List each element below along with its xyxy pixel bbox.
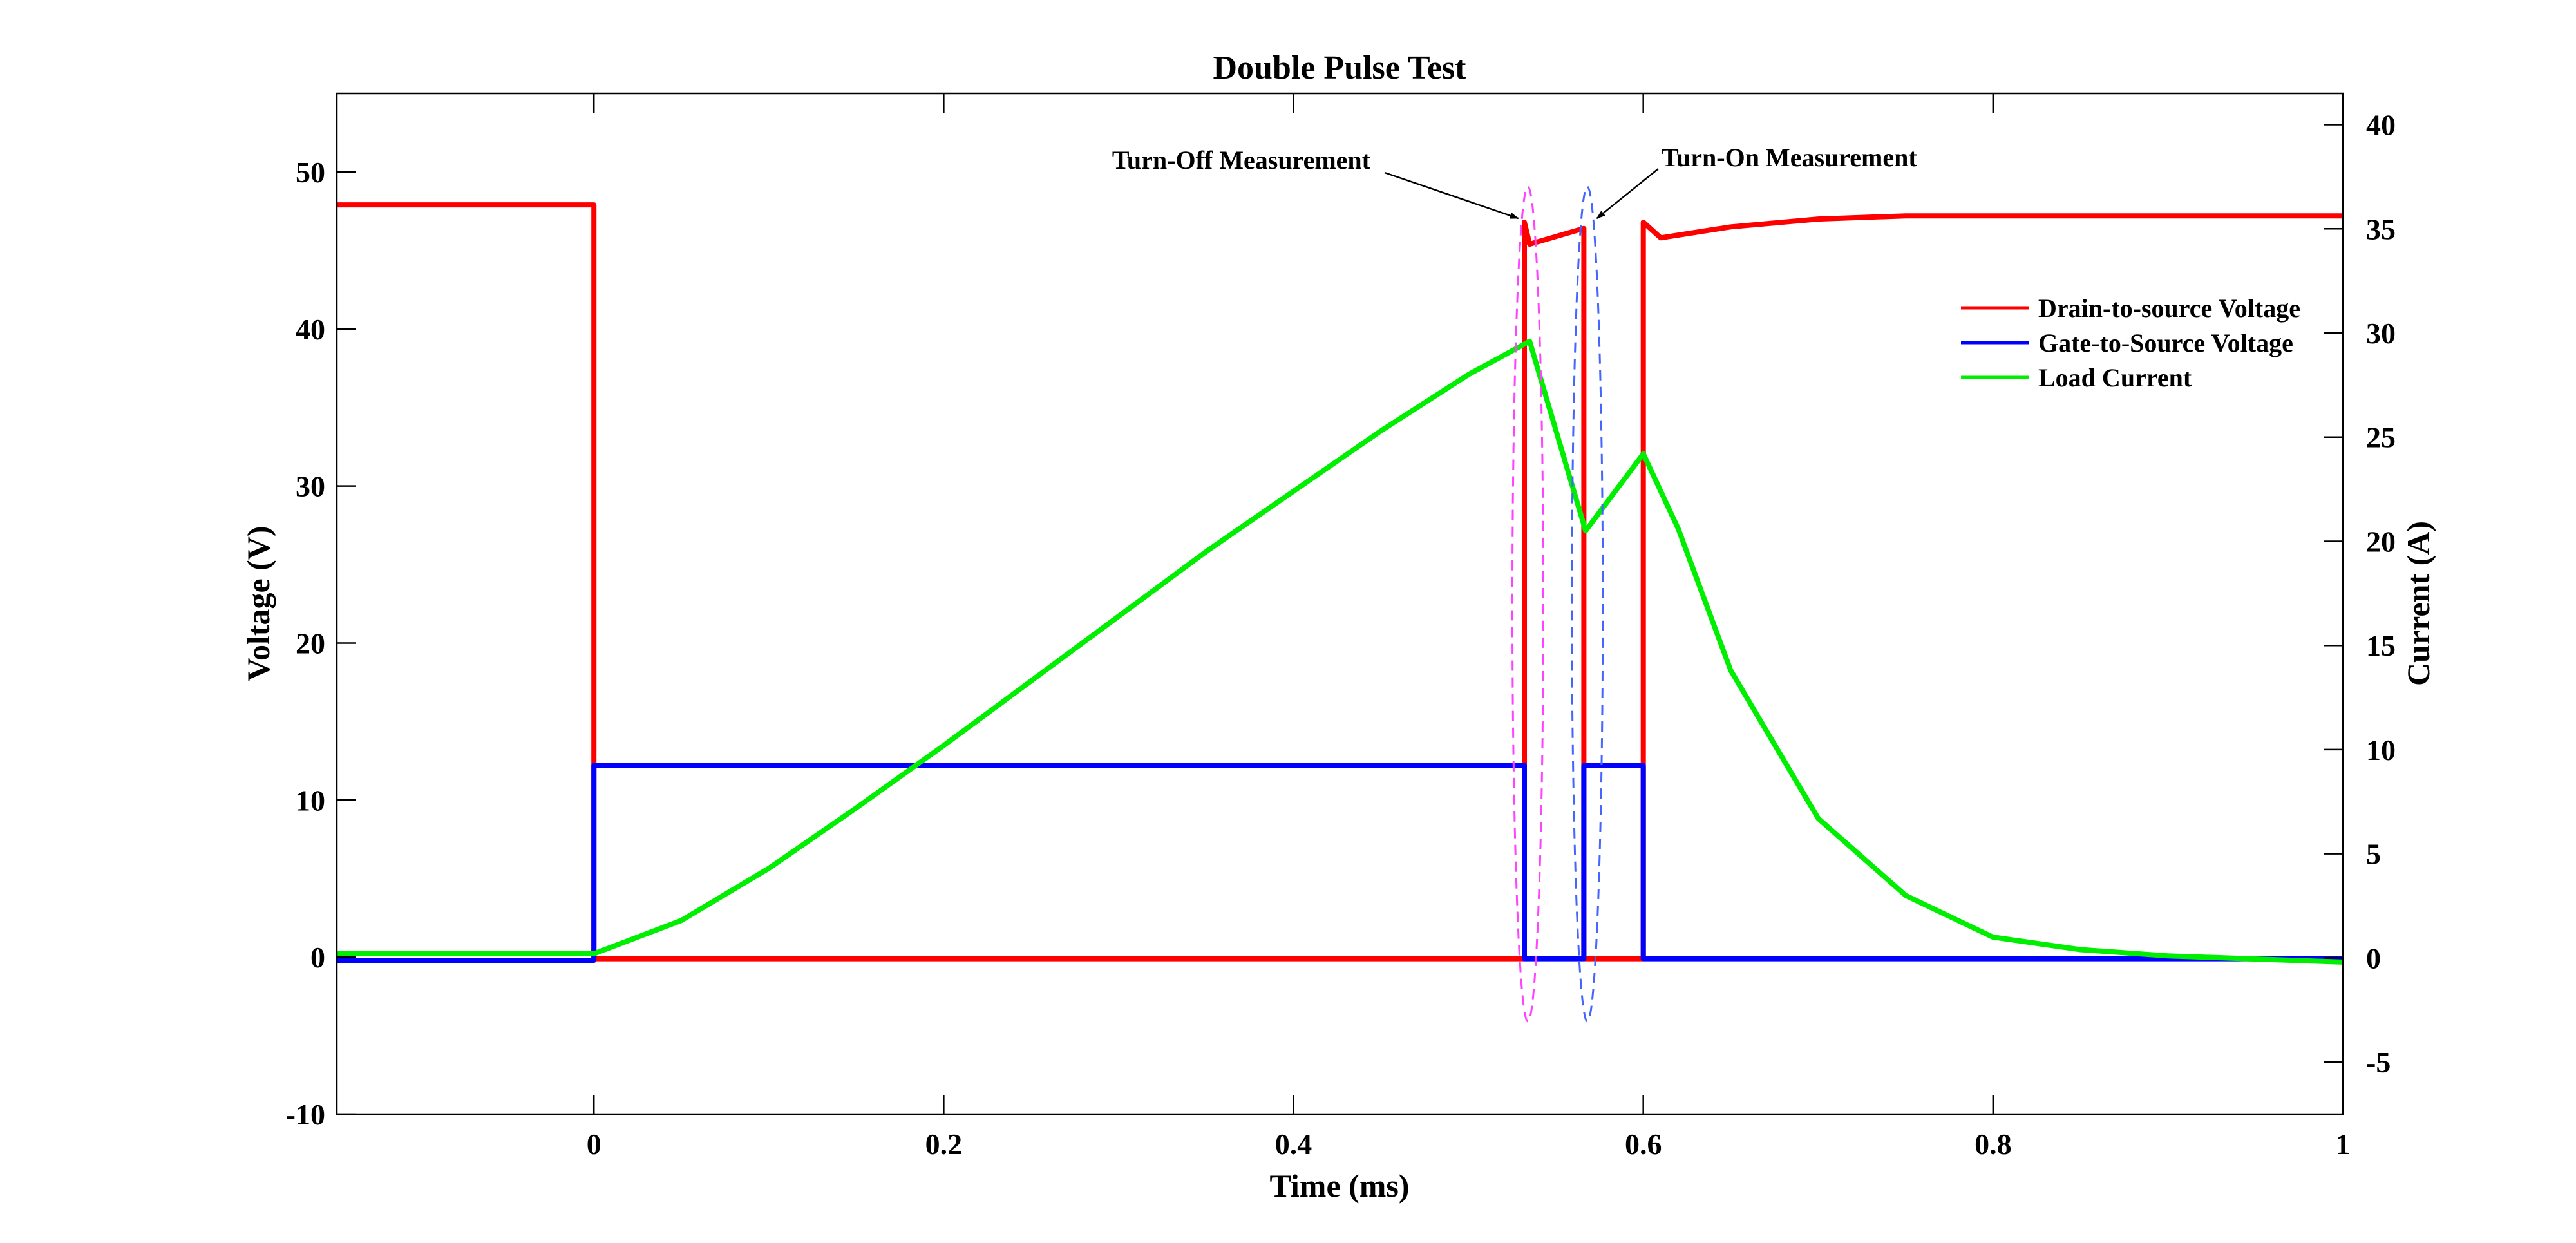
legend-label-load-current: Load Current — [2038, 363, 2192, 392]
y-left-tick-label: 30 — [296, 470, 325, 503]
annotation-arrow-turn-off — [1384, 171, 1519, 220]
series-line-gate-to-source-voltage — [337, 763, 2343, 963]
y-right-tick-label: 10 — [2366, 734, 2396, 766]
y-left-axis-label: Voltage (V) — [240, 526, 276, 681]
x-tick-label: 0.4 — [1275, 1128, 1312, 1161]
highlight-ellipse-turn-off-region — [1511, 185, 1544, 1023]
y-right-tick-label: 30 — [2366, 317, 2396, 350]
highlight-ellipse-turn-on-region — [1571, 185, 1604, 1023]
annotation-layer: Turn-Off Measurement Turn-On Measurement — [1112, 143, 1917, 1023]
series-layer — [337, 202, 2344, 965]
y-left-tick-label: -10 — [286, 1098, 325, 1131]
y-right-tick-label: 35 — [2366, 213, 2396, 245]
chart-title: Double Pulse Test — [1213, 50, 1467, 86]
y-left-tick-label: 40 — [296, 313, 325, 346]
y-right-tick-label: 20 — [2366, 525, 2396, 558]
y-right-tick-label: 5 — [2366, 838, 2381, 871]
x-tick-label: 0 — [587, 1128, 601, 1161]
x-tick-label: 0.2 — [925, 1128, 963, 1161]
series-line-load-current — [337, 338, 2344, 965]
plot-area-frame — [336, 92, 2344, 1115]
y-right-tick-label: -5 — [2366, 1046, 2391, 1079]
y-right-axis-label: Current (A) — [2400, 521, 2436, 686]
x-tick-label: 1 — [2336, 1128, 2351, 1161]
y-left-tick-label: 50 — [296, 156, 325, 189]
y-right-tick-label: 25 — [2366, 421, 2396, 454]
y-left-tick-label: 0 — [310, 941, 325, 974]
legend-label-drain-to-source: Drain-to-source Voltage — [2038, 294, 2300, 323]
legend-label-gate-to-source: Gate-to-Source Voltage — [2038, 328, 2293, 357]
y-right-tick-label: 15 — [2366, 629, 2396, 662]
annotation-turn-off: Turn-Off Measurement — [1112, 146, 1371, 175]
y-left-tick-label: 10 — [296, 784, 325, 817]
y-left-axis-ticks: -10 0 10 20 30 40 50 — [286, 156, 356, 1131]
x-tick-label: 0.8 — [1975, 1128, 2012, 1161]
x-axis-label: Time (ms) — [1269, 1168, 1409, 1204]
legend: Drain-to-source Voltage Gate-to-Source V… — [1961, 294, 2300, 392]
x-axis-ticks: 0 0.2 0.4 0.6 0.8 1 — [587, 93, 2351, 1161]
y-right-tick-label: 40 — [2366, 109, 2396, 142]
y-right-tick-label: 0 — [2366, 942, 2381, 974]
y-right-axis-ticks: -5 0 5 10 15 20 25 30 35 40 — [2324, 109, 2396, 1079]
annotation-turn-on: Turn-On Measurement — [1662, 143, 1917, 172]
annotation-arrow-turn-on — [1596, 168, 1659, 220]
x-tick-label: 0.6 — [1625, 1128, 1662, 1161]
y-left-tick-label: 20 — [296, 627, 325, 659]
